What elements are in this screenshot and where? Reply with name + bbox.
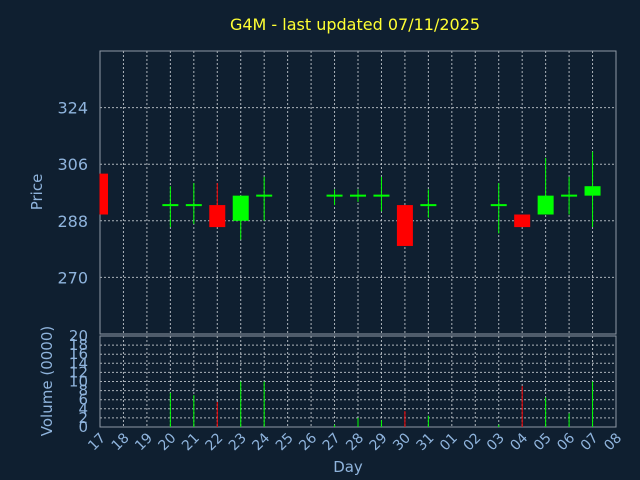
price-tick-label: 306 (57, 155, 88, 174)
candle-body (396, 205, 413, 246)
x-tick-label: 25 (273, 430, 297, 454)
volume-tick-label: 4 (78, 400, 88, 418)
volume-tick-label: 6 (78, 391, 88, 409)
x-tick-label: 18 (109, 430, 133, 454)
volume-tick-label: 8 (78, 382, 88, 400)
x-tick-label: 27 (320, 430, 344, 454)
chart-title: G4M - last updated 07/11/2025 (230, 15, 480, 34)
x-tick-label: 22 (202, 430, 226, 454)
x-axis: 17 18 19 20 21 22 23 24 25 26 27 28 29 30 31 01 02 03 04 05… (85, 430, 625, 454)
x-tick-label: 19 (132, 430, 156, 454)
candle-body (514, 214, 531, 228)
candle-body (209, 205, 226, 228)
volume-tick-label: 16 (69, 345, 88, 363)
volume-tick-label: 10 (69, 373, 88, 391)
x-tick-label: 08 (601, 430, 625, 454)
x-tick-label: 24 (249, 430, 273, 454)
volume-axis-label: Volume (0000) (38, 326, 56, 436)
volume-tick-label: 18 (69, 336, 88, 354)
x-tick-label: 28 (343, 430, 367, 454)
x-tick-label: 20 (156, 430, 180, 454)
candle-body (232, 195, 249, 221)
x-tick-label: 30 (390, 430, 414, 454)
price-tick-label: 270 (57, 268, 88, 287)
price-tick-label: 288 (57, 212, 88, 231)
x-tick-label: 07 (578, 430, 602, 454)
x-tick-label: 29 (367, 430, 391, 454)
x-tick-label: 03 (484, 430, 508, 454)
x-tick-label: 06 (554, 430, 578, 454)
price-panel: 270 288 306 324 (57, 50, 617, 335)
x-tick-label: 04 (507, 430, 531, 454)
volume-tick-label: 2 (78, 409, 88, 427)
x-tick-label: 17 (85, 430, 109, 454)
x-axis-label: Day (333, 458, 363, 476)
x-tick-label: 23 (226, 430, 250, 454)
volume-tick-label: 0 (78, 418, 88, 436)
x-tick-label: 02 (460, 430, 484, 454)
volume-tick-label: 20 (69, 327, 88, 345)
candle-body (537, 195, 554, 215)
volume-tick-label: 12 (69, 363, 88, 381)
candle-body (100, 173, 108, 215)
x-tick-label: 01 (437, 430, 461, 454)
x-tick-label: 26 (296, 430, 320, 454)
candle-body (584, 186, 601, 196)
price-axis-label: Price (28, 174, 46, 211)
x-tick-label: 21 (179, 430, 203, 454)
price-tick-label: 324 (57, 99, 88, 118)
x-tick-label: 05 (531, 430, 555, 454)
volume-tick-label: 14 (69, 354, 88, 372)
x-tick-label: 31 (414, 430, 438, 454)
